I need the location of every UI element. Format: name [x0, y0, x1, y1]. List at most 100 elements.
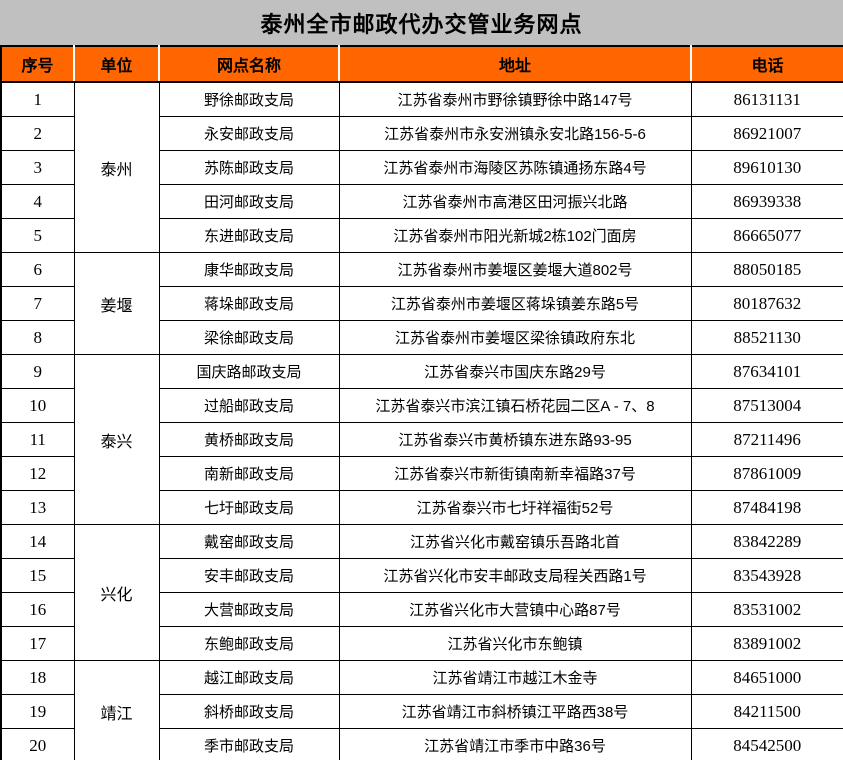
cell-phone: 87634101 [690, 354, 843, 389]
table-row: 19 斜桥邮政支局 江苏省靖江市斜桥镇江平路西38号 84211500 [0, 694, 843, 729]
cell-address: 江苏省泰兴市七圩祥福街52号 [338, 490, 692, 525]
cell-address: 江苏省泰兴市国庆东路29号 [338, 354, 692, 389]
cell-phone: 87513004 [690, 388, 843, 423]
cell-unit: 泰州 [73, 81, 160, 253]
cell-seq: 14 [0, 524, 75, 559]
cell-phone: 86665077 [690, 218, 843, 253]
cell-address: 江苏省泰州市海陵区苏陈镇通扬东路4号 [338, 150, 692, 185]
postal-network-table: 序号 单位 网点名称 地址 电话 1 泰州 野徐邮政支局 江苏省泰州市野徐镇野徐中路1… [0, 45, 843, 760]
cell-seq: 5 [0, 218, 75, 253]
cell-branch-name: 七圩邮政支局 [158, 490, 340, 525]
cell-phone: 88050185 [690, 252, 843, 287]
table-row: 2 永安邮政支局 江苏省泰州市永安洲镇永安北路156-5-6 86921007 [0, 116, 843, 151]
cell-phone: 83531002 [690, 592, 843, 627]
cell-phone: 84542500 [690, 728, 843, 760]
cell-seq: 7 [0, 286, 75, 321]
table-row: 14 兴化 戴窑邮政支局 江苏省兴化市戴窑镇乐吾路北首 83842289 [0, 524, 843, 661]
cell-branch-name: 斜桥邮政支局 [158, 694, 340, 729]
cell-branch-name: 梁徐邮政支局 [158, 320, 340, 355]
cell-branch-name: 南新邮政支局 [158, 456, 340, 491]
cell-phone: 80187632 [690, 286, 843, 321]
cell-branch-name: 季市邮政支局 [158, 728, 340, 760]
cell-phone: 83891002 [690, 626, 843, 661]
cell-seq: 11 [0, 422, 75, 457]
cell-address: 江苏省泰州市永安洲镇永安北路156-5-6 [338, 116, 692, 151]
table-row: 17 东鲍邮政支局 江苏省兴化市东鲍镇 83891002 [0, 626, 843, 661]
cell-branch-name: 田河邮政支局 [158, 184, 340, 219]
table-row: 16 大营邮政支局 江苏省兴化市大营镇中心路87号 83531002 [0, 592, 843, 627]
cell-address: 江苏省泰兴市新街镇南新幸福路37号 [338, 456, 692, 491]
cell-address: 江苏省兴化市东鲍镇 [338, 626, 692, 661]
cell-phone: 87484198 [690, 490, 843, 525]
cell-seq: 13 [0, 490, 75, 525]
table-row: 1 泰州 野徐邮政支局 江苏省泰州市野徐镇野徐中路147号 86131131 [0, 81, 843, 253]
cell-unit: 姜堰 [73, 252, 160, 355]
cell-phone: 87861009 [690, 456, 843, 491]
cell-phone: 87211496 [690, 422, 843, 457]
table-header-row: 序号 单位 网点名称 地址 电话 [1, 46, 843, 83]
cell-branch-name: 安丰邮政支局 [158, 558, 340, 593]
cell-address: 江苏省泰州市姜堰区梁徐镇政府东北 [338, 320, 692, 355]
col-header-unit: 单位 [73, 46, 159, 83]
cell-address: 江苏省泰州市阳光新城2栋102门面房 [338, 218, 692, 253]
cell-seq: 16 [0, 592, 75, 627]
cell-phone: 84651000 [690, 660, 843, 695]
col-header-address: 地址 [338, 46, 691, 83]
cell-address: 江苏省泰州市姜堰区姜堰大道802号 [338, 252, 692, 287]
cell-seq: 17 [0, 626, 75, 661]
col-header-seq: 序号 [1, 46, 74, 83]
cell-seq: 8 [0, 320, 75, 355]
table-row: 7 蒋垛邮政支局 江苏省泰州市姜堰区蒋垛镇姜东路5号 80187632 [0, 286, 843, 321]
cell-seq: 3 [0, 150, 75, 185]
cell-branch-name: 永安邮政支局 [158, 116, 340, 151]
cell-branch-name: 东进邮政支局 [158, 218, 340, 253]
cell-branch-name: 戴窑邮政支局 [158, 524, 340, 559]
cell-phone: 86939338 [690, 184, 843, 219]
cell-branch-name: 大营邮政支局 [158, 592, 340, 627]
col-header-phone: 电话 [690, 46, 843, 83]
table-row: 18 靖江 越江邮政支局 江苏省靖江市越江木金寺 84651000 [0, 660, 843, 760]
cell-seq: 18 [0, 660, 75, 695]
cell-seq: 20 [0, 728, 75, 760]
table-row: 9 泰兴 国庆路邮政支局 江苏省泰兴市国庆东路29号 87634101 [0, 354, 843, 525]
cell-address: 江苏省靖江市越江木金寺 [338, 660, 692, 695]
table-row: 12 南新邮政支局 江苏省泰兴市新街镇南新幸福路37号 87861009 [0, 456, 843, 491]
cell-address: 江苏省靖江市季市中路36号 [338, 728, 692, 760]
cell-address: 江苏省泰兴市黄桥镇东进东路93-95 [338, 422, 692, 457]
cell-seq: 10 [0, 388, 75, 423]
cell-phone: 83842289 [690, 524, 843, 559]
cell-seq: 6 [0, 252, 75, 287]
cell-unit: 兴化 [73, 524, 160, 661]
cell-branch-name: 康华邮政支局 [158, 252, 340, 287]
cell-branch-name: 苏陈邮政支局 [158, 150, 340, 185]
cell-branch-name: 东鲍邮政支局 [158, 626, 340, 661]
cell-seq: 1 [0, 81, 75, 117]
table-row: 11 黄桥邮政支局 江苏省泰兴市黄桥镇东进东路93-95 87211496 [0, 422, 843, 457]
table-row: 20 季市邮政支局 江苏省靖江市季市中路36号 84542500 [0, 728, 843, 760]
col-header-name: 网点名称 [158, 46, 339, 83]
table-row: 15 安丰邮政支局 江苏省兴化市安丰邮政支局程关西路1号 83543928 [0, 558, 843, 593]
cell-unit: 泰兴 [73, 354, 160, 525]
cell-branch-name: 蒋垛邮政支局 [158, 286, 340, 321]
cell-unit: 靖江 [73, 660, 160, 760]
cell-seq: 2 [0, 116, 75, 151]
cell-seq: 15 [0, 558, 75, 593]
cell-address: 江苏省泰兴市滨江镇石桥花园二区A - 7、8 [338, 388, 692, 423]
cell-phone: 86921007 [690, 116, 843, 151]
cell-address: 江苏省兴化市大营镇中心路87号 [338, 592, 692, 627]
cell-address: 江苏省泰州市野徐镇野徐中路147号 [338, 81, 692, 117]
cell-branch-name: 越江邮政支局 [158, 660, 340, 695]
table-row: 3 苏陈邮政支局 江苏省泰州市海陵区苏陈镇通扬东路4号 89610130 [0, 150, 843, 185]
cell-address: 江苏省靖江市斜桥镇江平路西38号 [338, 694, 692, 729]
cell-seq: 19 [0, 694, 75, 729]
page-title: 泰州全市邮政代办交管业务网点 [260, 11, 583, 37]
cell-address: 江苏省兴化市安丰邮政支局程关西路1号 [338, 558, 692, 593]
cell-seq: 12 [0, 456, 75, 491]
table-row: 6 姜堰 康华邮政支局 江苏省泰州市姜堰区姜堰大道802号 88050185 [0, 252, 843, 355]
cell-branch-name: 国庆路邮政支局 [158, 354, 340, 389]
cell-address: 江苏省泰州市姜堰区蒋垛镇姜东路5号 [338, 286, 692, 321]
cell-phone: 88521130 [690, 320, 843, 355]
cell-branch-name: 黄桥邮政支局 [158, 422, 340, 457]
cell-seq: 9 [0, 354, 75, 389]
cell-phone: 89610130 [690, 150, 843, 185]
